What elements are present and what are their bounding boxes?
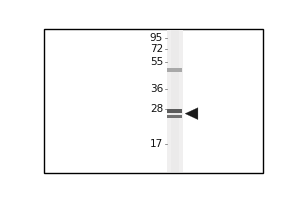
Text: 72: 72 bbox=[150, 44, 163, 54]
Bar bbox=[167, 109, 182, 113]
Polygon shape bbox=[185, 108, 198, 120]
Bar bbox=[167, 115, 182, 118]
Bar bbox=[167, 68, 182, 72]
Text: 55: 55 bbox=[150, 57, 163, 67]
Text: 95: 95 bbox=[150, 33, 163, 43]
Text: 17: 17 bbox=[150, 139, 163, 149]
Text: 36: 36 bbox=[150, 84, 163, 94]
Bar bbox=[167, 30, 183, 172]
Text: 28: 28 bbox=[150, 104, 163, 114]
Bar bbox=[171, 30, 179, 172]
